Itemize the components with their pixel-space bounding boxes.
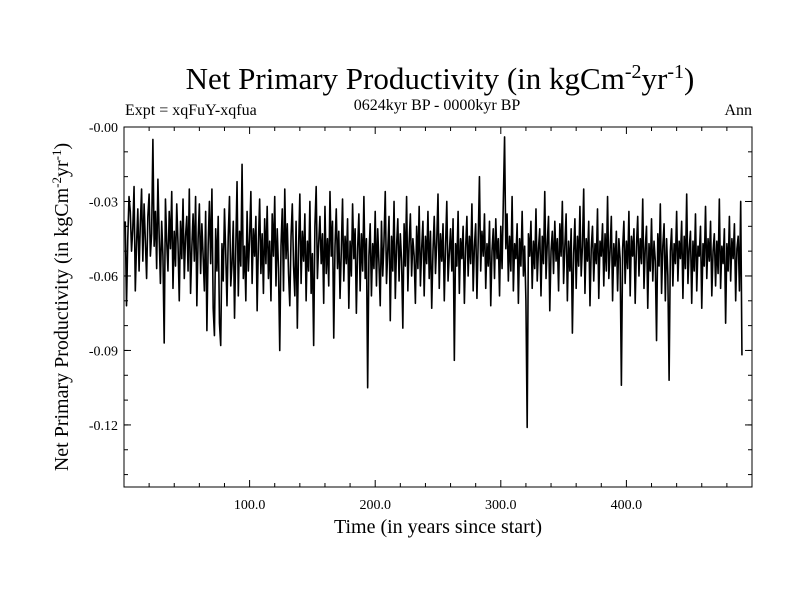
subtitle-experiment: Expt = xqFuY-xqfua [125,102,257,119]
y-axis-label: Net Primary Productivity (in kgCm-2yr-1) [49,143,74,471]
title-main: Net Primary Productivity (in kgCm [186,61,625,96]
y-tick-label: -0.12 [89,419,118,434]
y-tick-label: -0.06 [89,270,118,285]
title-sup1: -2 [625,61,642,83]
y-tick-label: -0.03 [89,195,118,210]
subtitle-period: 0624kyr BP - 0000kyr BP [354,97,521,114]
ylabel-mid: yr [51,160,73,177]
title-sup2: -1 [667,61,684,83]
x-tick-label: 400.0 [611,498,643,513]
ylabel-main: Net Primary Productivity (in kgCm [51,187,73,471]
chart-title: Net Primary Productivity (in kgCm-2yr-1) [186,61,695,96]
x-tick-label: 100.0 [234,498,266,513]
title-end: ) [684,61,694,96]
series-group [124,136,743,429]
x-axis-label: Time (in years since start) [334,516,542,538]
x-tick-label: 300.0 [485,498,517,513]
ylabel-sup1: -2 [49,177,64,188]
series-line-npp [124,136,743,429]
y-tick-label: -0.09 [89,344,118,359]
x-tick-label: 200.0 [359,498,391,513]
ylabel-sup2: -1 [49,150,64,161]
title-mid: yr [641,61,668,96]
ylabel-end: ) [51,143,73,150]
subtitle-season: Ann [724,102,752,119]
y-tick-label: -0.00 [89,121,118,136]
axis-ticks: -0.00 -0.03 -0.06 -0.09 -0.12 100.0 200.0 300.0… [89,121,752,513]
plot-frame [123,126,753,488]
